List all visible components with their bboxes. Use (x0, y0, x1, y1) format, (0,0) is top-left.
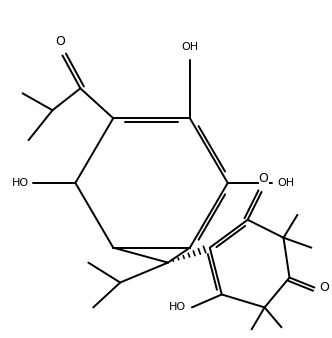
Text: O: O (319, 281, 329, 294)
Text: O: O (259, 172, 269, 185)
Text: O: O (55, 34, 65, 48)
Text: OH: OH (181, 43, 199, 52)
Text: HO: HO (11, 178, 29, 188)
Text: HO: HO (169, 303, 186, 312)
Text: OH: OH (278, 178, 295, 188)
